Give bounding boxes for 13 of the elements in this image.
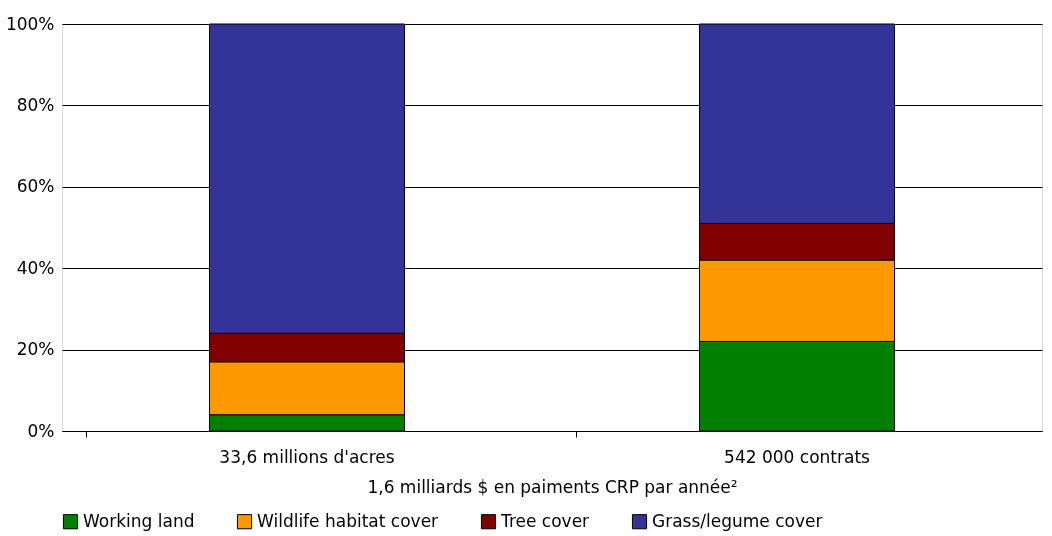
legend-label: Wildlife habitat cover: [257, 510, 439, 531]
x-tick-label: 33,6 millions d'acres: [219, 446, 395, 467]
legend-label: Tree cover: [500, 510, 590, 531]
y-tick-label: 20%: [16, 339, 55, 360]
y-tick-label: 0%: [27, 420, 55, 441]
x-tick-label: 542 000 contrats: [724, 446, 871, 467]
y-tick-label: 80%: [16, 94, 55, 115]
x-axis-title: 1,6 milliards $ en paiments CRP par année²: [367, 476, 738, 497]
y-tick-label: 60%: [16, 176, 55, 197]
legend-label: Grass/legume cover: [652, 510, 823, 531]
y-tick-label: 100%: [5, 13, 55, 34]
legend-label: Working land: [83, 510, 195, 531]
y-tick-label: 40%: [16, 257, 55, 278]
